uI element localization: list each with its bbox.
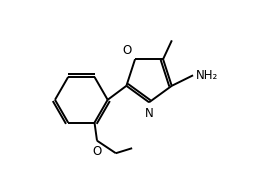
Text: N: N bbox=[145, 107, 154, 120]
Text: O: O bbox=[122, 44, 131, 57]
Text: NH₂: NH₂ bbox=[196, 69, 218, 82]
Text: O: O bbox=[92, 145, 102, 158]
